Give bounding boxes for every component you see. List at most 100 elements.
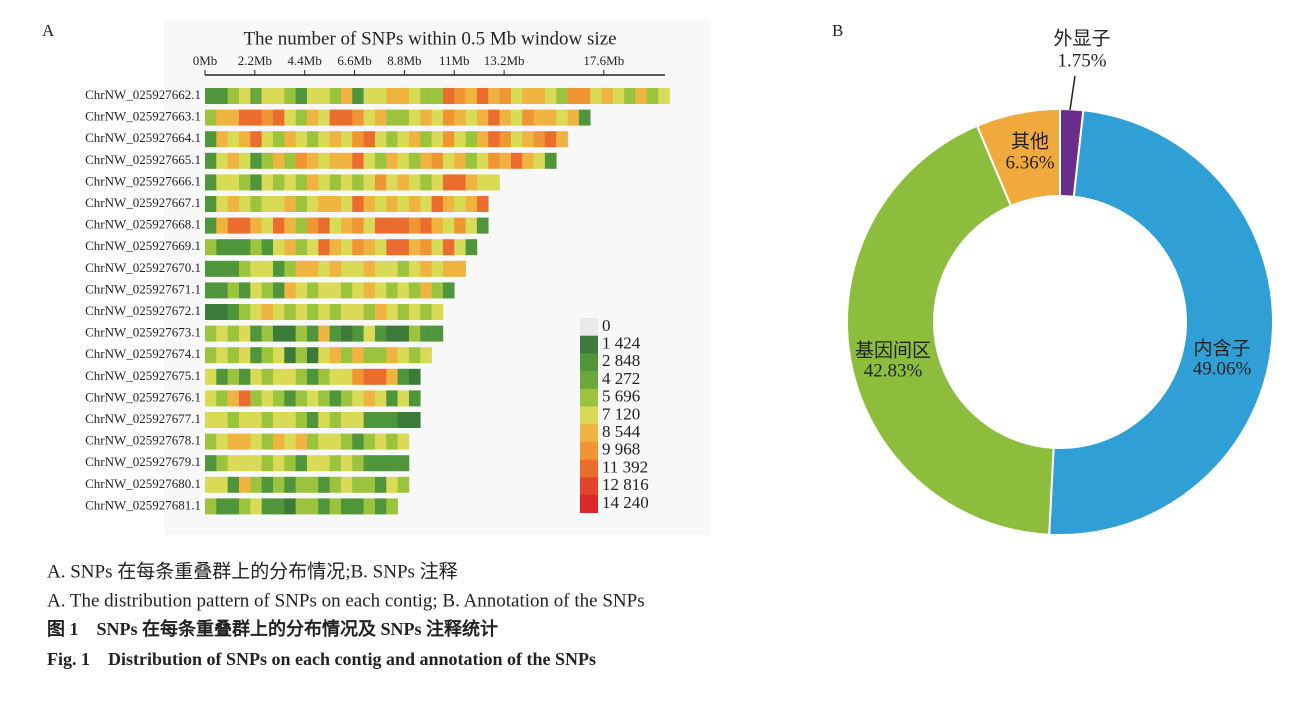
heat-cell xyxy=(431,239,444,256)
row-label: ChrNW_025927681.1 xyxy=(85,497,201,512)
heat-cell xyxy=(374,88,387,104)
heat-cell xyxy=(318,304,330,320)
heat-cell xyxy=(363,196,376,212)
slice-label: 外显子 xyxy=(1053,27,1110,49)
heat-cell xyxy=(205,174,217,191)
heat-cell xyxy=(238,174,251,191)
heat-cell xyxy=(318,260,330,277)
panel-label: B xyxy=(832,21,843,40)
heat-cell xyxy=(522,88,534,104)
legend-swatch xyxy=(580,424,598,443)
heat-cell xyxy=(261,390,274,407)
heat-cell xyxy=(386,88,398,104)
heat-cell xyxy=(476,217,489,234)
heat-cell xyxy=(284,498,296,515)
heat-cell xyxy=(272,152,285,169)
heat-cell xyxy=(386,239,398,256)
heat-cell xyxy=(363,433,376,450)
row-label: ChrNW_025927663.1 xyxy=(85,109,201,124)
heat-cell xyxy=(363,88,376,104)
heat-cell xyxy=(205,282,217,299)
heat-cell xyxy=(295,368,308,385)
heat-cell xyxy=(386,476,398,493)
legend-label: 4 272 xyxy=(602,369,640,388)
heat-cell xyxy=(216,109,228,126)
heat-cell xyxy=(250,368,262,385)
heat-cell xyxy=(442,88,455,104)
heat-cell xyxy=(261,174,274,191)
heat-cell xyxy=(295,260,308,277)
heat-cell xyxy=(306,152,319,169)
heat-cell xyxy=(295,498,308,515)
row-label: ChrNW_025927674.1 xyxy=(85,346,201,361)
heat-cell xyxy=(408,239,421,256)
heat-cell xyxy=(431,304,444,320)
heat-cell xyxy=(465,239,478,256)
heat-cell xyxy=(272,498,285,515)
heat-cell xyxy=(476,152,489,169)
heat-cell xyxy=(295,433,308,450)
heat-cell xyxy=(306,131,319,148)
heat-cell xyxy=(420,239,432,256)
heat-cell xyxy=(216,282,228,299)
heat-cell xyxy=(420,304,432,320)
heat-cell xyxy=(272,390,285,407)
heat-cell xyxy=(510,152,523,169)
heat-cell xyxy=(284,152,296,169)
heat-cell xyxy=(250,433,262,450)
heat-cell xyxy=(488,109,500,126)
heat-cell xyxy=(601,88,614,104)
heat-cell xyxy=(238,260,251,277)
legend-label: 5 696 xyxy=(602,387,640,406)
heat-cell xyxy=(306,368,319,385)
heat-cell xyxy=(522,152,534,169)
leader-line xyxy=(1069,75,1076,111)
legend-label: 2 848 xyxy=(602,351,640,370)
heat-cell xyxy=(408,390,421,407)
heat-cell xyxy=(363,217,376,234)
heat-cell xyxy=(272,88,285,104)
heat-cell xyxy=(306,498,319,515)
heat-cell xyxy=(238,368,251,385)
heat-cell xyxy=(329,109,342,126)
heat-cell xyxy=(567,109,580,126)
heat-cell xyxy=(238,88,251,104)
heat-cell xyxy=(250,304,262,320)
legend-swatch xyxy=(580,441,598,460)
heat-cell xyxy=(306,282,319,299)
heat-cell xyxy=(216,174,228,191)
heat-cell xyxy=(216,260,228,277)
heat-cell xyxy=(363,412,376,428)
heat-cell xyxy=(318,433,330,450)
heat-cell xyxy=(578,109,591,126)
x-tick-label: 4.4Mb xyxy=(288,53,322,68)
heat-cell xyxy=(431,174,444,191)
legend-swatch xyxy=(580,353,598,372)
heat-cell xyxy=(340,390,353,407)
heat-cell xyxy=(340,498,353,515)
heat-cell xyxy=(284,88,296,104)
heat-cell xyxy=(238,455,251,472)
heat-cell xyxy=(261,196,274,212)
heat-cell xyxy=(397,152,410,169)
row-label: ChrNW_025927675.1 xyxy=(85,368,201,383)
heat-cell xyxy=(386,390,398,407)
heat-cell xyxy=(352,260,364,277)
heat-cell xyxy=(352,174,364,191)
row-label: ChrNW_025927666.1 xyxy=(85,173,201,188)
heat-cell xyxy=(352,239,364,256)
heat-cell xyxy=(454,196,466,212)
heat-cell xyxy=(306,109,319,126)
heat-cell xyxy=(476,109,489,126)
heat-cell xyxy=(454,152,466,169)
heat-cell xyxy=(340,131,353,148)
heat-cell xyxy=(329,260,342,277)
heat-cell xyxy=(420,152,432,169)
heat-cell xyxy=(238,217,251,234)
heat-cell xyxy=(374,109,387,126)
heat-cell xyxy=(318,109,330,126)
heat-cell xyxy=(340,152,353,169)
row-label: ChrNW_025927665.1 xyxy=(85,152,201,167)
heat-cell xyxy=(431,131,444,148)
